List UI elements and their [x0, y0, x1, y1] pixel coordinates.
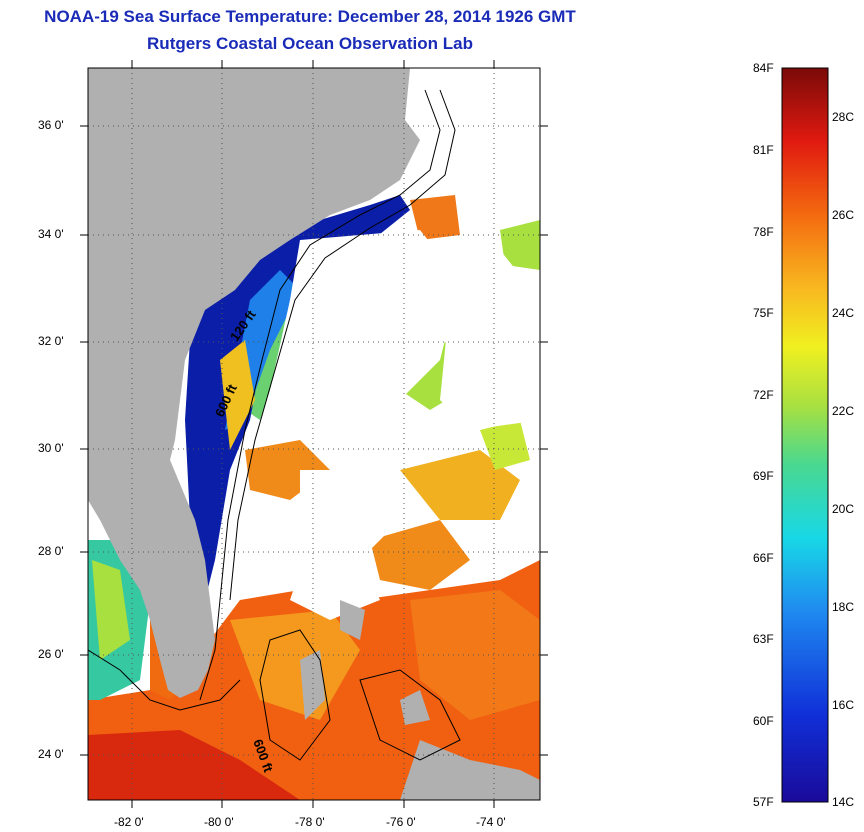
- cb-f-72: 72F: [753, 388, 774, 402]
- depth-contours: [88, 89, 461, 761]
- cb-f-69: 69F: [753, 469, 774, 483]
- cb-f-63: 63F: [753, 632, 774, 646]
- cb-f-57: 57F: [753, 795, 774, 809]
- lat-label-28: 28 0': [38, 544, 64, 558]
- cb-c-22: 22C: [832, 404, 855, 418]
- lat-label-34: 34 0': [38, 227, 64, 241]
- cb-c-14: 14C: [832, 795, 855, 809]
- lon-label-76: -76 0': [386, 815, 416, 829]
- lat-label-24: 24 0': [38, 747, 64, 761]
- cb-c-26: 26C: [832, 208, 855, 222]
- cb-c-24: 24C: [832, 306, 855, 320]
- islands: [180, 595, 540, 800]
- cloud-no-data-patches: [270, 70, 540, 620]
- cb-f-75: 75F: [753, 306, 774, 320]
- lat-label-32: 32 0': [38, 334, 64, 348]
- cb-c-18: 18C: [832, 600, 855, 614]
- map-frame: [87, 67, 541, 801]
- cb-f-84: 84F: [753, 61, 774, 75]
- lon-label-80: -80 0': [204, 815, 234, 829]
- lat-label-36: 36 0': [38, 118, 64, 132]
- graticule: [88, 68, 540, 800]
- cb-f-78: 78F: [753, 225, 774, 239]
- map-title: NOAA-19 Sea Surface Temperature: Decembe…: [44, 7, 576, 26]
- cb-f-66: 66F: [753, 551, 774, 565]
- colorbar-gradient: [781, 67, 829, 803]
- cb-c-28: 28C: [832, 110, 855, 124]
- lat-label-30: 30 0': [38, 441, 64, 455]
- cb-c-16: 16C: [832, 698, 855, 712]
- cb-c-20: 20C: [832, 502, 855, 516]
- lon-label-74: -74 0': [476, 815, 506, 829]
- land-mass-usa: [88, 68, 420, 698]
- lon-label-82: -82 0': [114, 815, 144, 829]
- lon-label-78: -78 0': [295, 815, 325, 829]
- lat-label-26: 26 0': [38, 647, 64, 661]
- cb-f-81: 81F: [753, 143, 774, 157]
- axis-ticks: [80, 60, 548, 808]
- map-subtitle: Rutgers Coastal Ocean Observation Lab: [147, 34, 473, 53]
- cb-f-60: 60F: [753, 714, 774, 728]
